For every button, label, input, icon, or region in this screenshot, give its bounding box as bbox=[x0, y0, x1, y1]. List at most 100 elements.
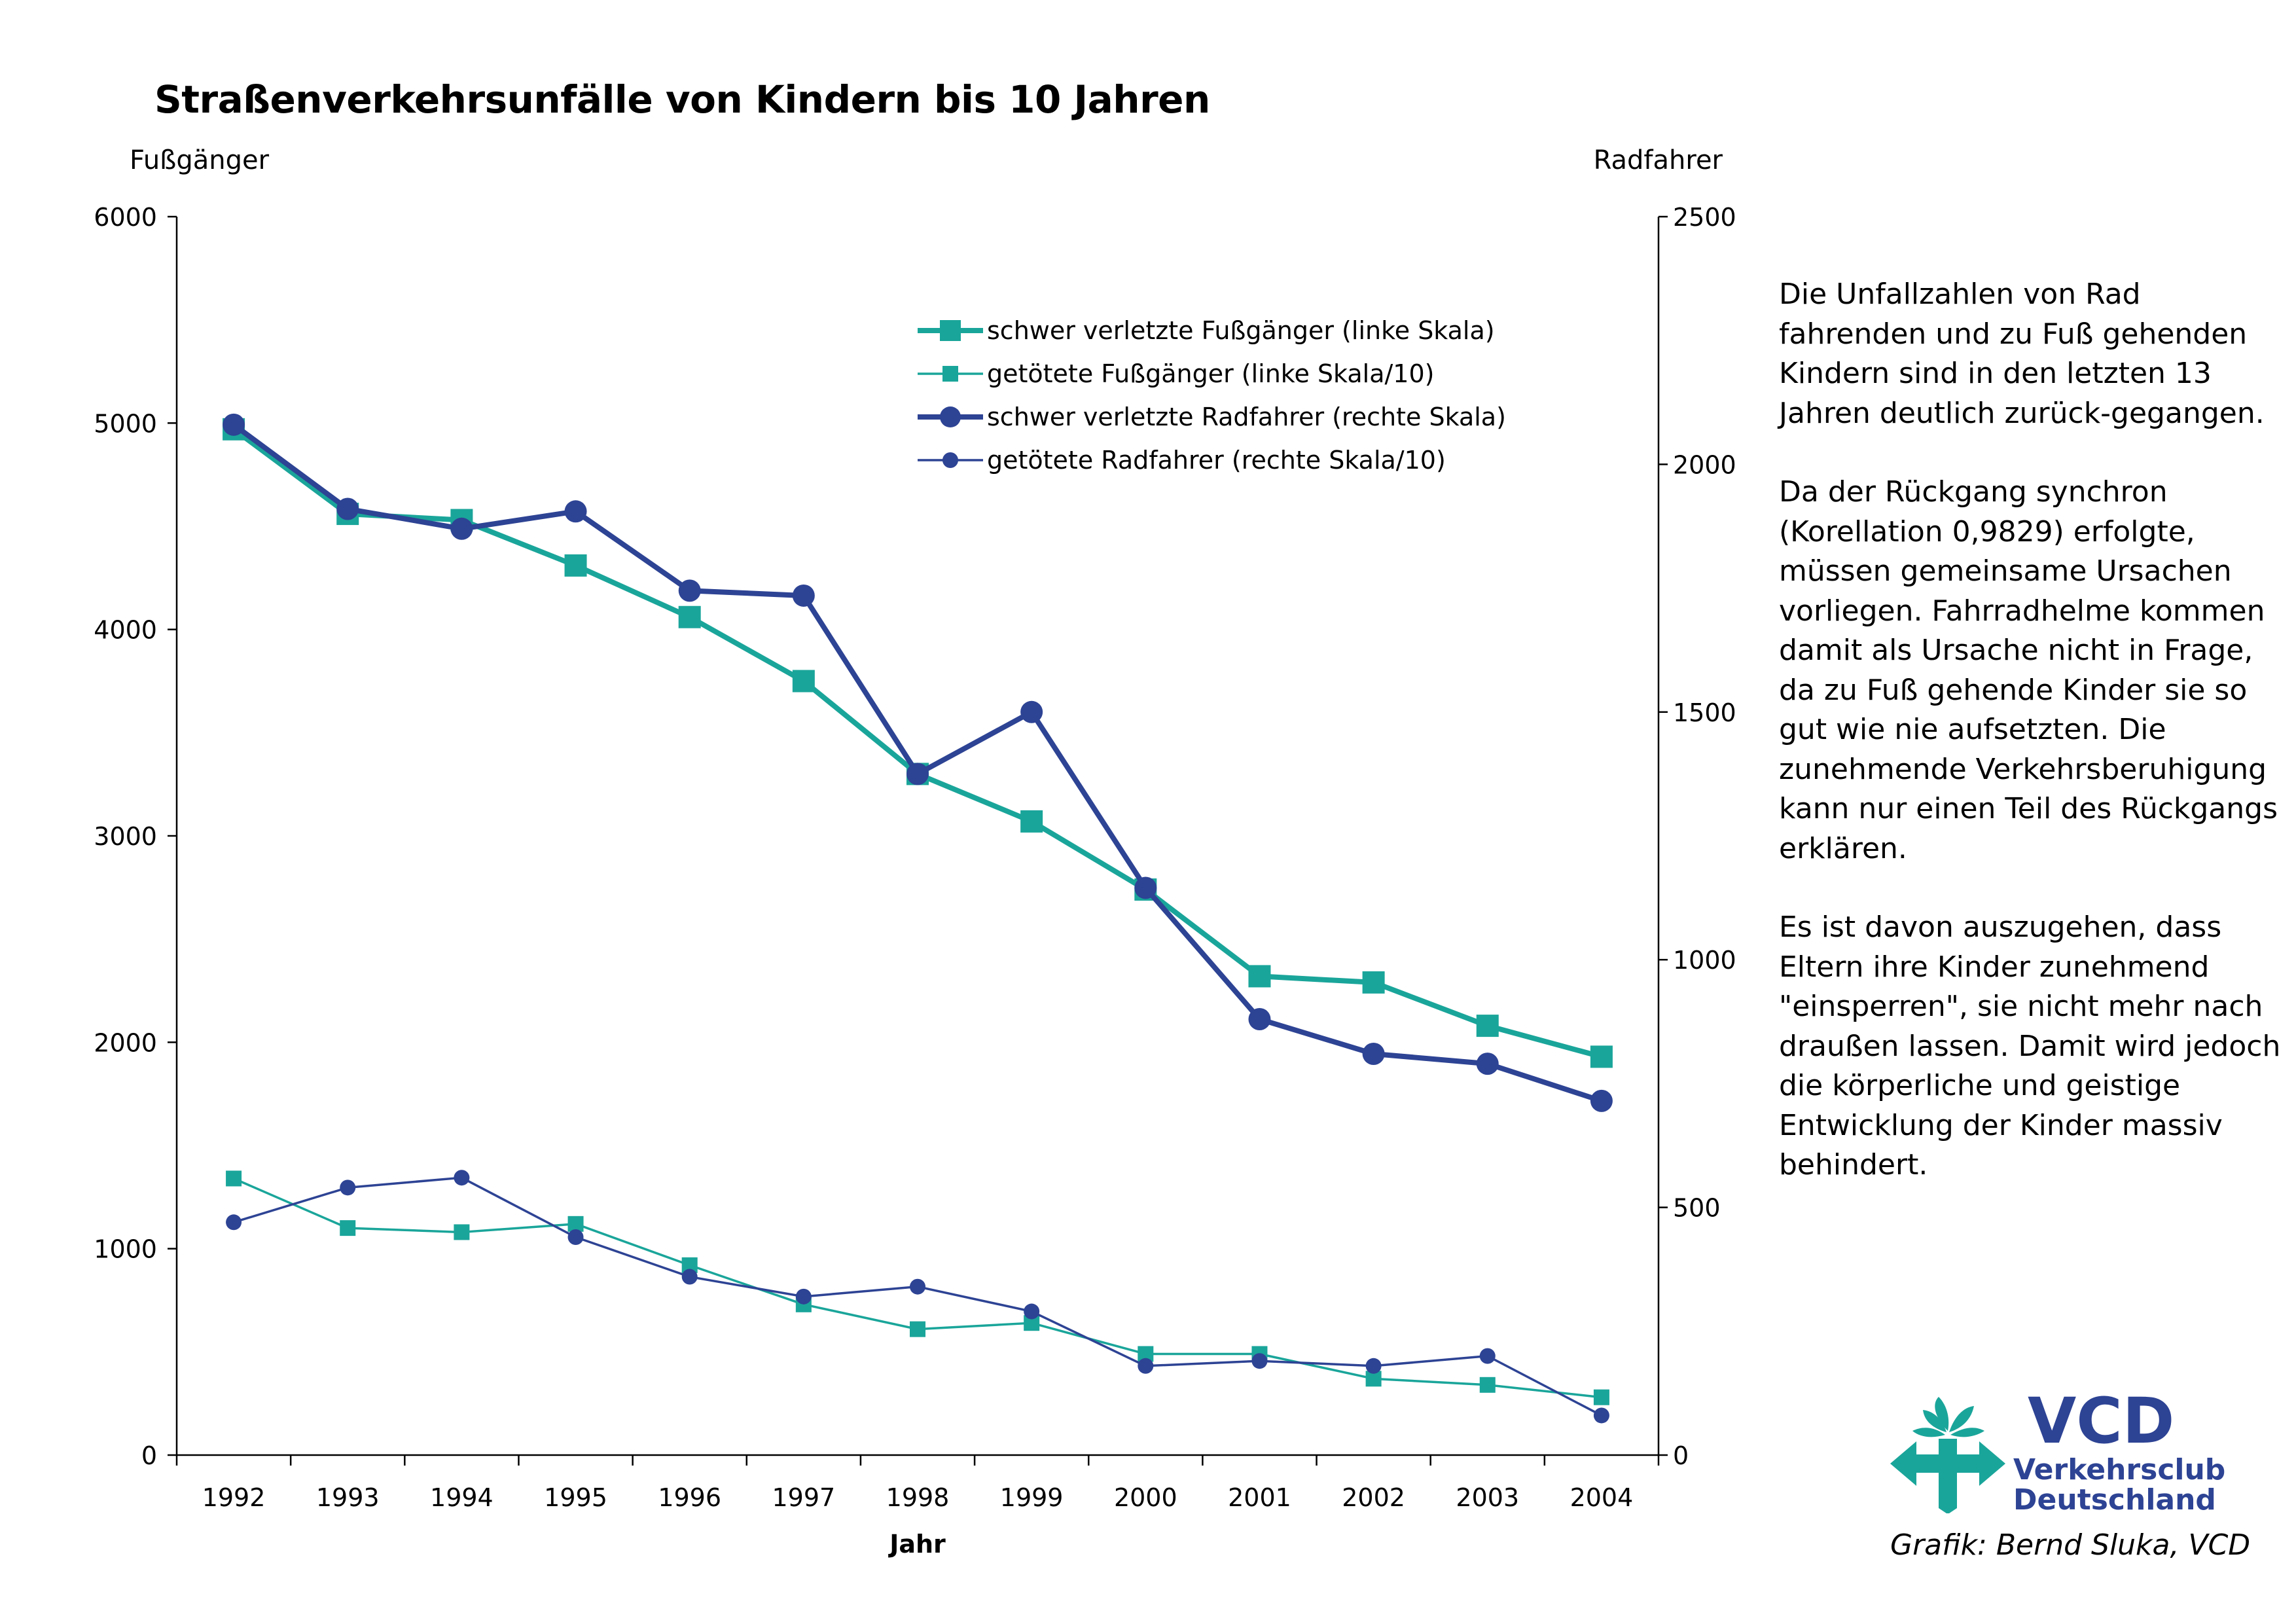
data-point bbox=[1365, 1358, 1382, 1374]
data-point bbox=[454, 1224, 470, 1240]
y-tick-label-right: 1000 bbox=[1673, 946, 1736, 975]
legend-item: schwer verletzte Radfahrer (rechte Skala… bbox=[918, 403, 1506, 431]
x-axis-title: Jahr bbox=[888, 1530, 946, 1559]
data-point bbox=[1134, 876, 1157, 899]
series-pedestrian-killed bbox=[226, 1170, 1609, 1405]
x-tick-label: 2002 bbox=[1342, 1483, 1405, 1512]
y-tick-label-right: 0 bbox=[1673, 1441, 1689, 1470]
legend-swatch-marker bbox=[942, 366, 958, 382]
x-tick-label: 1999 bbox=[1000, 1483, 1064, 1512]
chart-axes: 0 1000 2000 3000 4000 5000 6000 0 500 1000 1500 200… bbox=[94, 145, 1736, 1559]
x-tick-label: 2000 bbox=[1114, 1483, 1177, 1512]
legend-item: getötete Fußgänger (linke Skala/10) bbox=[918, 359, 1434, 388]
right-axis-title: Radfahrer bbox=[1594, 145, 1723, 175]
y-tick-label-right: 2500 bbox=[1673, 203, 1736, 232]
description-paragraph: Es ist davon auszugehen, dass Eltern ihr… bbox=[1779, 910, 2281, 1181]
data-point bbox=[681, 1269, 698, 1285]
y-tick-label-right: 2000 bbox=[1673, 450, 1736, 479]
data-point bbox=[226, 1214, 242, 1231]
data-point bbox=[792, 670, 815, 693]
data-point bbox=[1479, 1377, 1496, 1393]
description-text: Die Unfallzahlen von Rad fahrenden und z… bbox=[1779, 275, 2289, 1225]
chart-legend: schwer verletzte Fußgänger (linke Skala)… bbox=[918, 316, 1506, 475]
y-tick-label-right: 500 bbox=[1673, 1194, 1721, 1223]
data-point bbox=[1476, 1053, 1499, 1075]
data-point bbox=[226, 1170, 242, 1187]
data-point bbox=[564, 554, 587, 577]
y-tick-label-left: 3000 bbox=[94, 822, 157, 851]
x-tick-label: 1996 bbox=[658, 1483, 721, 1512]
chart-title: Straßenverkehrsunfälle von Kindern bis 1… bbox=[154, 77, 1210, 122]
data-point bbox=[567, 1216, 584, 1232]
description-paragraph: Die Unfallzahlen von Rad fahrenden und z… bbox=[1779, 278, 2265, 430]
legend-label: schwer verletzte Radfahrer (rechte Skala… bbox=[987, 403, 1506, 431]
series-cyclist-injured bbox=[223, 413, 1613, 1112]
y-tick-label-left: 6000 bbox=[94, 203, 157, 232]
x-tick-label: 1992 bbox=[202, 1483, 266, 1512]
data-point bbox=[910, 1321, 925, 1337]
y-tick-label-left: 5000 bbox=[94, 409, 157, 438]
data-point bbox=[1362, 1042, 1385, 1065]
x-tick-label: 2003 bbox=[1456, 1483, 1519, 1512]
data-point bbox=[1476, 1015, 1499, 1037]
data-point bbox=[1251, 1353, 1268, 1369]
data-point bbox=[340, 1220, 356, 1236]
legend-label: schwer verletzte Fußgänger (linke Skala) bbox=[987, 316, 1495, 345]
data-point bbox=[1020, 700, 1043, 723]
legend-label: getötete Radfahrer (rechte Skala/10) bbox=[987, 446, 1446, 475]
data-point bbox=[223, 413, 245, 436]
data-point bbox=[1362, 971, 1385, 994]
data-point bbox=[1593, 1407, 1609, 1424]
data-point bbox=[564, 500, 587, 523]
data-point bbox=[1248, 1008, 1271, 1031]
data-point bbox=[1593, 1389, 1609, 1405]
data-point bbox=[795, 1288, 812, 1305]
series-line bbox=[232, 422, 1603, 1104]
x-tick-label: 1998 bbox=[886, 1483, 950, 1512]
data-point bbox=[1138, 1358, 1154, 1374]
data-point bbox=[678, 605, 701, 628]
legend-swatch-marker bbox=[942, 452, 958, 468]
x-tick-label: 2004 bbox=[1570, 1483, 1634, 1512]
x-tick-label: 2001 bbox=[1228, 1483, 1291, 1512]
y-tick-label-left: 0 bbox=[141, 1441, 157, 1470]
data-point bbox=[1248, 965, 1271, 988]
data-point bbox=[910, 1278, 925, 1295]
x-tick-label: 1994 bbox=[430, 1483, 493, 1512]
description-paragraph: Da der Rückgang synchron (Korellation 0,… bbox=[1779, 475, 2278, 865]
data-point bbox=[678, 579, 701, 602]
data-point bbox=[450, 517, 473, 540]
x-tick-label: 1993 bbox=[316, 1483, 380, 1512]
y-tick-label-left: 2000 bbox=[94, 1028, 157, 1057]
legend-swatch-marker bbox=[940, 406, 961, 427]
chart-series bbox=[223, 413, 1613, 1424]
logo-line1: Verkehrsclub bbox=[2013, 1453, 2225, 1487]
series-cyclist-killed bbox=[226, 1170, 1609, 1424]
logo-brand: VCD bbox=[2028, 1393, 2174, 1458]
y-tick-label-left: 4000 bbox=[94, 616, 157, 645]
data-point bbox=[1024, 1303, 1040, 1320]
data-point bbox=[567, 1229, 584, 1246]
legend-item: getötete Radfahrer (rechte Skala/10) bbox=[918, 446, 1446, 475]
legend-swatch-marker bbox=[940, 320, 961, 341]
series-pedestrian-injured bbox=[223, 418, 1613, 1068]
data-point bbox=[906, 763, 929, 785]
x-tick-label: 1995 bbox=[544, 1483, 607, 1512]
data-point bbox=[1479, 1348, 1496, 1364]
data-point bbox=[1020, 810, 1043, 833]
y-tick-label-left: 1000 bbox=[94, 1235, 157, 1264]
credit: Grafik: Bernd Sluka, VCD bbox=[1890, 1528, 2251, 1562]
data-point bbox=[336, 497, 359, 520]
logo-line2: Deutschland bbox=[2013, 1483, 2216, 1514]
data-point bbox=[340, 1180, 356, 1196]
left-axis-title: Fußgänger bbox=[130, 145, 270, 175]
legend-item: schwer verletzte Fußgänger (linke Skala) bbox=[918, 316, 1495, 345]
data-point bbox=[454, 1170, 470, 1186]
y-tick-label-right: 1500 bbox=[1673, 698, 1736, 727]
x-tick-label: 1997 bbox=[772, 1483, 835, 1512]
vcd-emblem-icon bbox=[1890, 1397, 2005, 1513]
data-point bbox=[1590, 1045, 1613, 1068]
data-point bbox=[792, 584, 815, 607]
vcd-logo: VCD Verkehrsclub Deutschland bbox=[1890, 1393, 2225, 1514]
